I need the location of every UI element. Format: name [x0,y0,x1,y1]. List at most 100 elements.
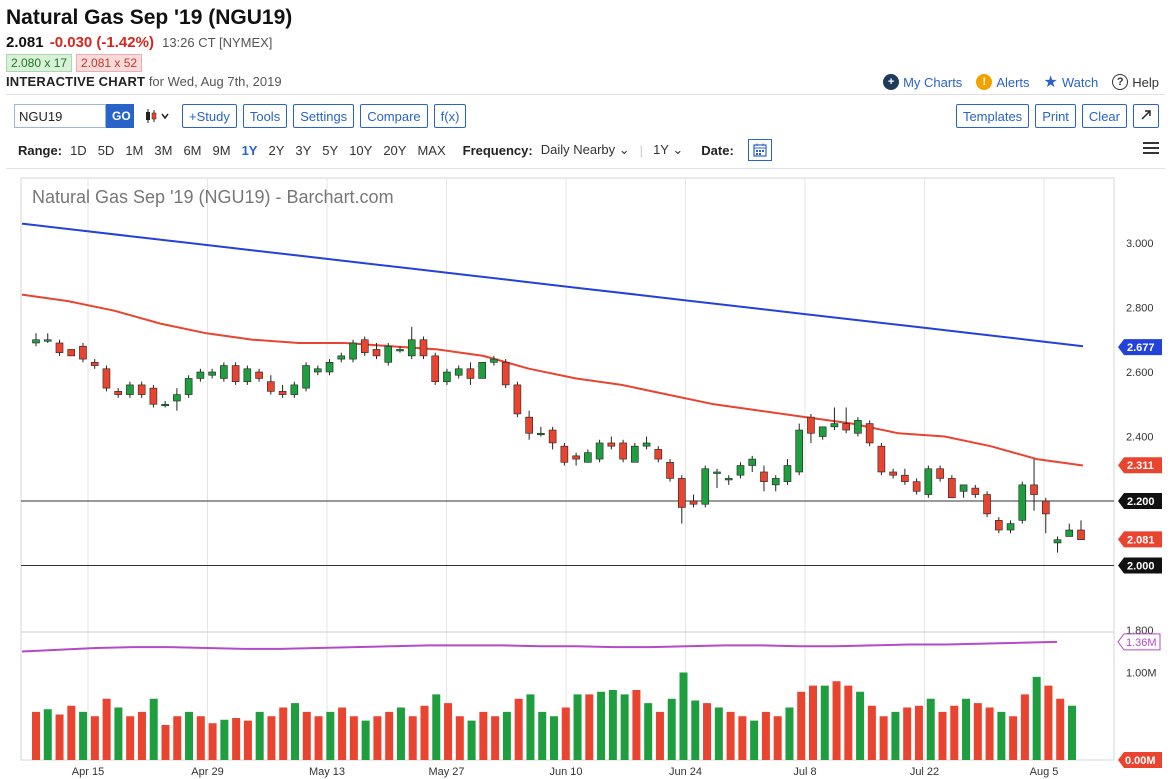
volume-bar [514,698,523,760]
settings-button[interactable]: Settings [293,104,355,128]
price-change: -0.030 (-1.42%) [49,34,154,51]
compare-button[interactable]: Compare [360,104,428,128]
candle [701,465,710,508]
candle-body [525,416,533,434]
candle-body [454,368,463,376]
help-label: Help [1132,74,1159,90]
candle [537,426,545,437]
period-select[interactable]: 1Y ⌄ [653,142,683,158]
volume-bar [279,707,288,760]
price-tag-text: 2.311 [1127,460,1154,472]
range-option-1m[interactable]: 1M [125,142,144,158]
volume-bar [373,716,382,760]
candle-body [384,345,393,363]
candle-body [807,416,815,434]
last-price: 2.081 [6,34,44,51]
candle [560,442,569,466]
volume-bar [726,711,735,760]
candle-body [114,391,122,395]
range-option-max[interactable]: MAX [417,142,446,158]
help-link[interactable]: ? Help [1112,74,1159,90]
templates-button[interactable]: Templates [955,104,1030,128]
my-charts-label: My Charts [903,74,963,90]
range-option-9m[interactable]: 9M [212,142,231,158]
candle-body [1077,529,1085,541]
volume-bar [538,711,547,760]
candle [137,381,146,398]
candle-body [783,465,792,482]
candle [220,362,228,382]
go-button[interactable]: GO [106,104,134,128]
candle-body [607,442,616,447]
my-charts-link[interactable]: + My Charts [883,74,962,90]
volume-bar [1032,676,1041,760]
star-icon: ★ [1043,74,1058,91]
calendar-icon[interactable] [747,139,772,161]
candle [666,459,674,482]
frequency-select[interactable]: Daily Nearby ⌄ [541,142,630,158]
volume-bar [597,691,606,760]
candle [619,439,627,463]
period-value: 1Y [653,142,669,157]
volume-bar [385,711,394,760]
range-option-1d[interactable]: 1D [70,142,87,158]
volume-bar [667,698,676,760]
candle-body [560,445,569,463]
range-option-10y[interactable]: 10Y [349,142,373,158]
range-option-5d[interactable]: 5D [97,142,115,158]
range-option-1y[interactable]: 1Y [241,142,258,158]
candle [854,417,862,437]
add-study-button[interactable]: +Study [182,104,237,128]
candle [102,365,111,392]
range-option-5y[interactable]: 5Y [322,142,339,158]
candle-body [513,384,522,415]
volume-bar [326,711,335,760]
range-option-3y[interactable]: 3Y [295,142,312,158]
moving-average-short [21,293,1084,467]
function-button[interactable]: f(x) [433,104,467,128]
symbol-input[interactable] [14,104,106,128]
clear-button[interactable]: Clear [1081,104,1127,128]
candle [572,452,580,466]
volume-bar [585,694,594,760]
expand-icon[interactable] [1133,104,1159,128]
candle [1041,497,1050,534]
price-tag-box [1118,339,1162,356]
interactive-chart-heading: INTERACTIVE CHART for Wed, Aug 7th, 2019 [6,74,282,89]
volume-bar [773,716,782,760]
candle-body [537,432,545,436]
candle [325,359,334,376]
candle-body [889,471,897,476]
candle [43,333,52,343]
candle [1018,481,1027,524]
volume-bar [679,672,688,760]
range-option-6m[interactable]: 6M [183,142,202,158]
price-tag: 2.200 [1118,493,1162,509]
print-button[interactable]: Print [1035,104,1076,128]
volume-bar [349,716,358,760]
range-option-2y[interactable]: 2Y [268,142,285,158]
volume-bar [950,705,959,760]
candle [431,352,440,385]
volume-bar [714,707,723,760]
range-option-3m[interactable]: 3M [154,142,173,158]
range-option-20y[interactable]: 20Y [383,142,407,158]
candle-body [313,368,322,373]
candle [231,362,240,385]
candlestick-icon[interactable] [144,108,172,124]
candle-body [548,429,557,444]
candle-body [877,445,886,473]
candle-body [243,368,252,382]
chevron-down-icon: ⌄ [672,142,684,157]
candle-body [901,474,909,482]
candle [654,446,663,463]
volume-bar [561,707,570,760]
tools-button[interactable]: Tools [242,104,288,128]
candle [1053,536,1062,553]
alerts-link[interactable]: ! Alerts [976,74,1030,90]
candle-body [490,358,498,363]
volume-bar [608,690,617,760]
menu-icon[interactable] [1143,142,1159,157]
watch-link[interactable]: ★ Watch [1044,72,1099,92]
volume-bar [1068,705,1076,760]
